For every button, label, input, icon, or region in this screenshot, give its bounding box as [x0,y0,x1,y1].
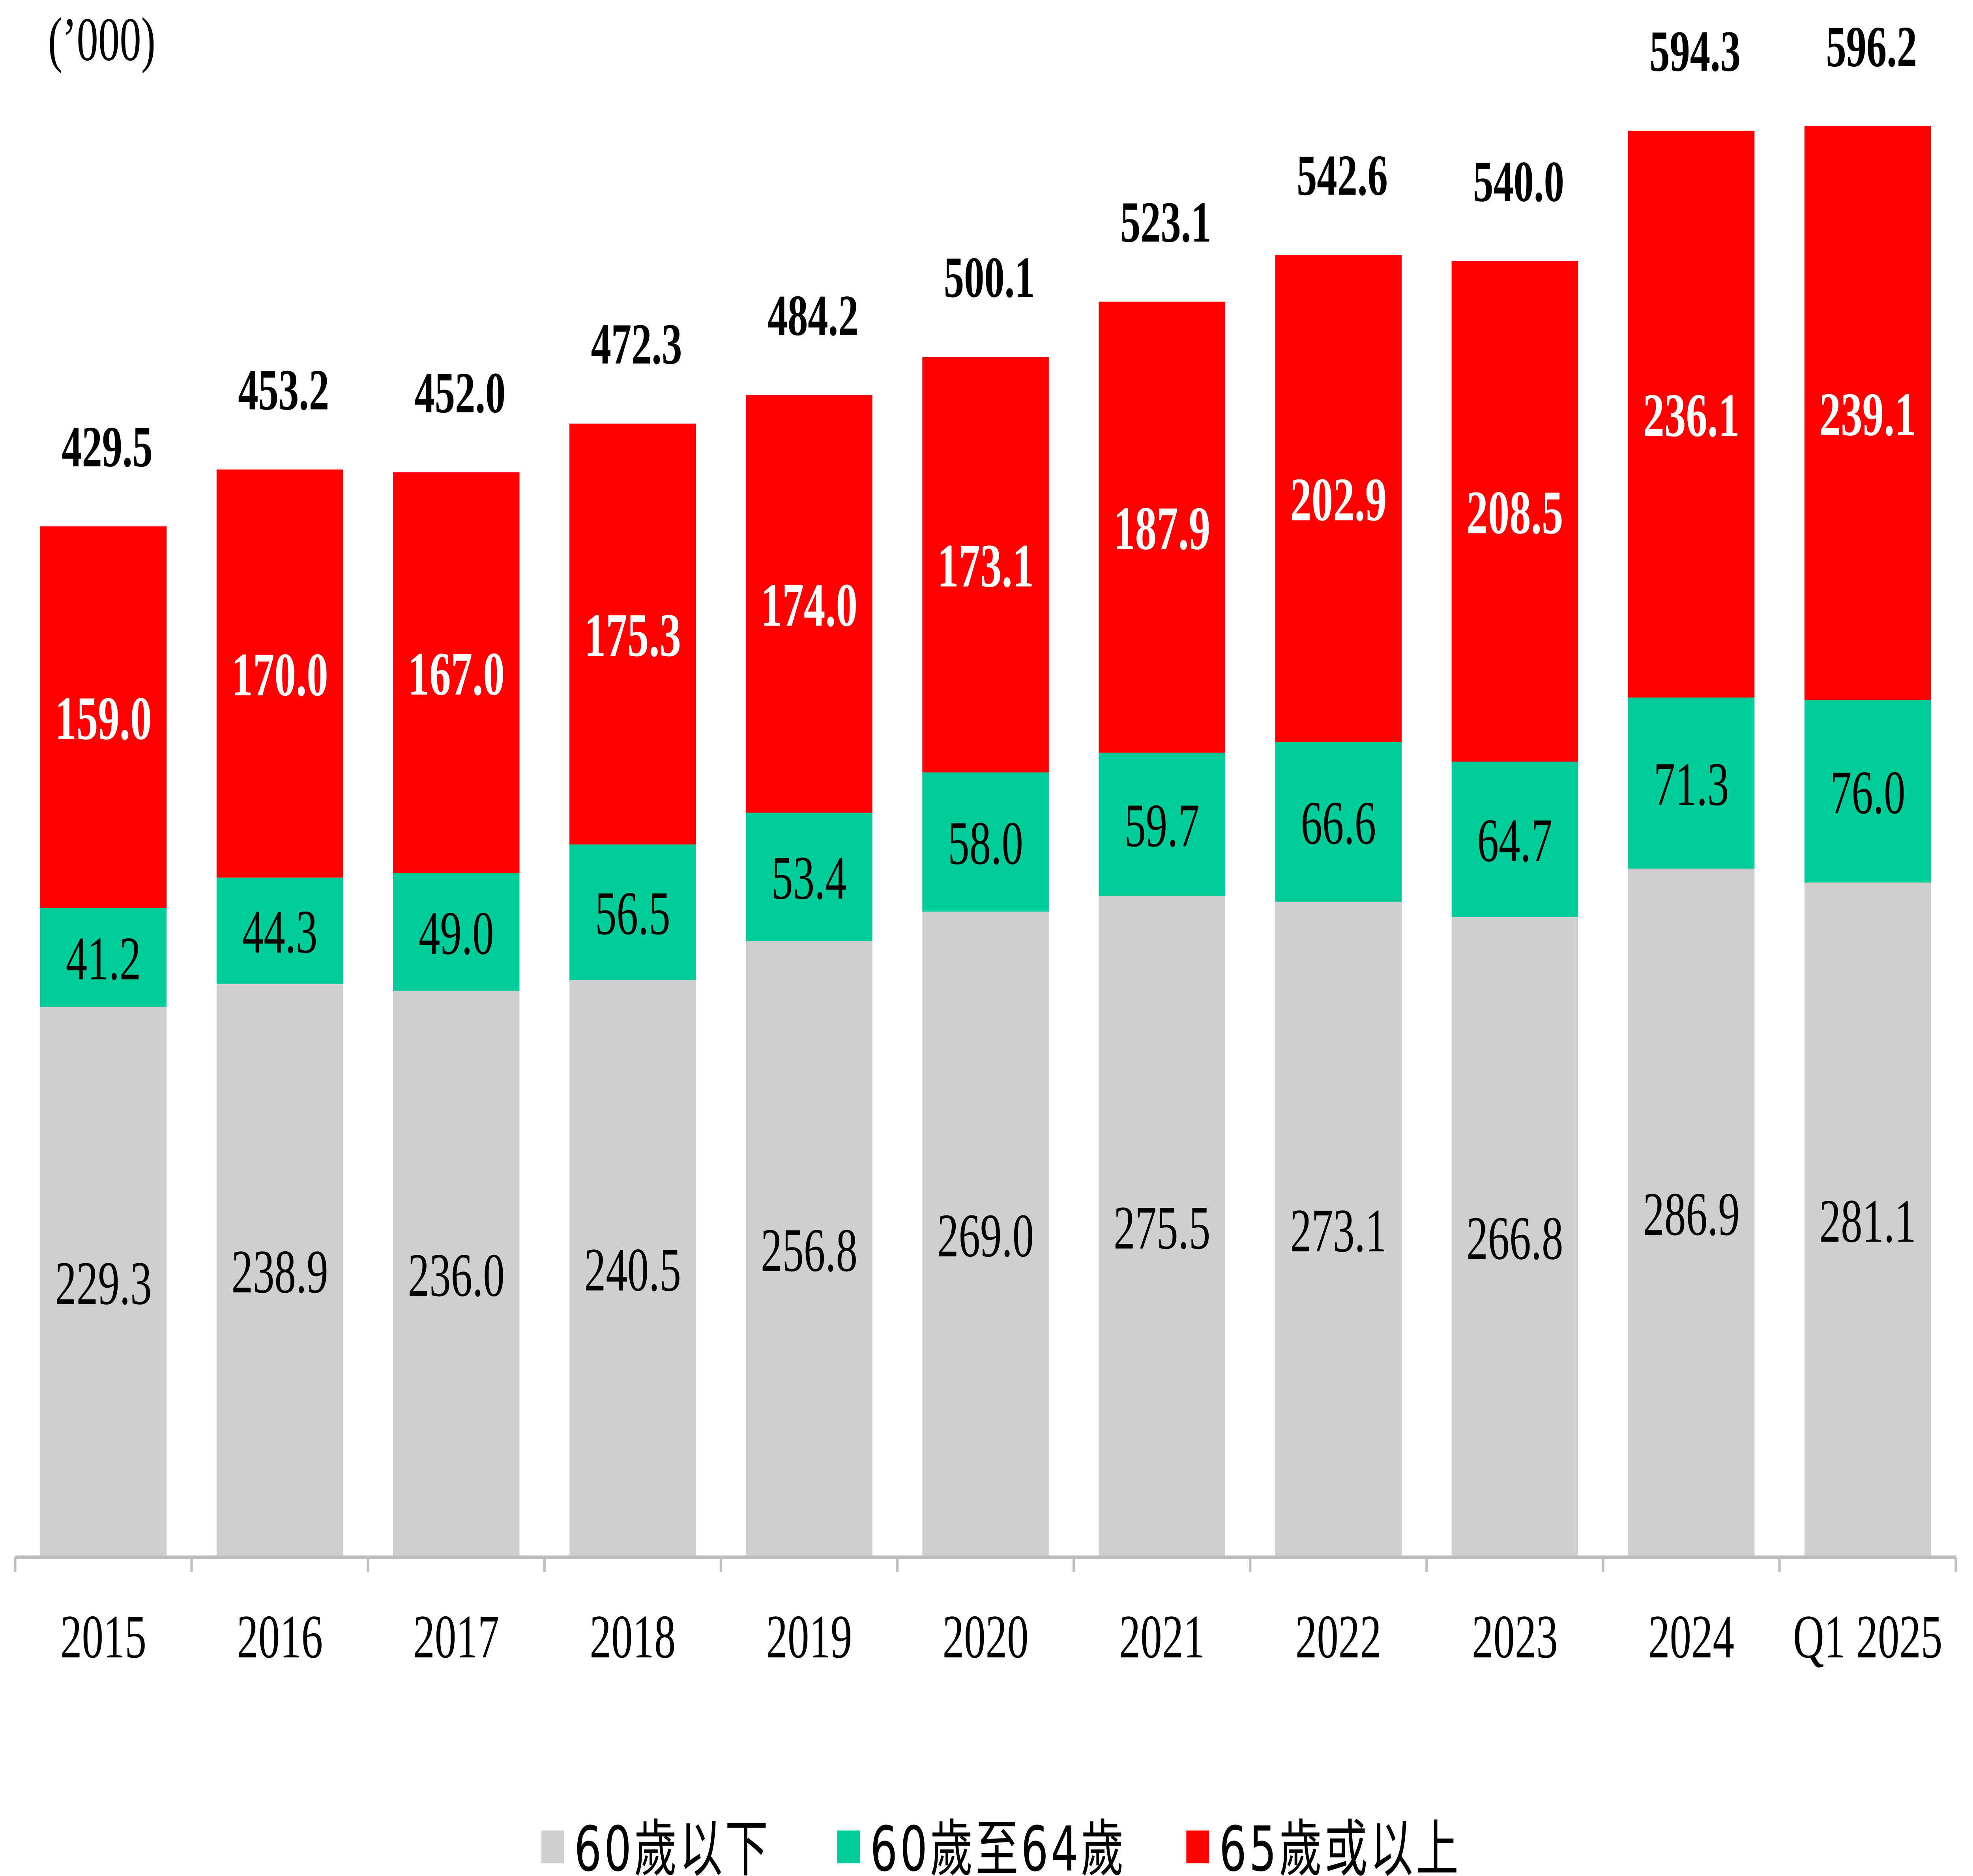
legend-swatch [541,1830,564,1863]
x-tick-label: 2016 [237,1603,323,1671]
x-tick-label: 2023 [1472,1603,1558,1671]
data-label: 240.5 [584,1236,681,1304]
data-label: 202.9 [1290,466,1387,534]
bar-segment [746,813,872,941]
data-label: 286.9 [1643,1180,1739,1249]
bar-segment [1275,902,1402,1558]
bar-segment [216,984,343,1558]
bar-segment [216,469,343,878]
bar-segment [1628,697,1755,869]
bar-segment [569,844,696,980]
data-label: 41.2 [66,925,141,993]
data-label: 58.0 [948,809,1023,878]
data-label: 159.0 [55,685,152,753]
x-tick-label: 2024 [1648,1603,1734,1671]
bar-segment [922,357,1049,773]
data-label: 236.0 [408,1241,505,1310]
bar-segment [40,526,167,908]
bar-segment [393,873,520,991]
data-label: 281.1 [1820,1187,1916,1256]
data-label: 59.7 [1124,792,1200,860]
bar-segment [1275,742,1402,902]
bar-segment [40,1007,167,1558]
data-label: 273.1 [1290,1197,1387,1265]
data-label: 66.6 [1301,789,1376,857]
bar-segment [393,472,520,873]
bar-segment [216,877,343,984]
x-tick-label: 2017 [413,1603,499,1671]
total-label: 542.6 [1297,143,1388,208]
data-label: 187.9 [1114,494,1210,563]
x-tick-label: 2021 [1119,1603,1205,1671]
x-tick-label: 2022 [1295,1603,1381,1671]
x-tick-label: 2019 [766,1603,852,1671]
bar-segment [1628,131,1755,698]
data-label: 239.1 [1820,380,1916,449]
data-label: 266.8 [1466,1204,1563,1273]
data-label: 167.0 [408,640,505,708]
bar-segment [1451,761,1578,917]
data-label: 170.0 [232,641,328,709]
bar-segment [40,908,167,1007]
data-label: 56.5 [595,880,670,948]
data-label: 175.3 [584,601,681,670]
total-label: 452.0 [415,360,506,425]
legend-label: 65歲或以上 [1219,1813,1461,1876]
bar-segment [922,772,1049,912]
total-label: 594.3 [1649,19,1741,84]
bar-segment [1099,301,1225,753]
data-label: 71.3 [1654,751,1729,819]
unit-label: (’000) [48,6,155,74]
bar-segment [1099,896,1225,1558]
data-label: 236.1 [1643,382,1739,450]
total-label: 540.0 [1473,149,1564,214]
legend-label: 60歲至64歲 [870,1813,1126,1876]
data-label: 229.3 [55,1249,152,1318]
bar-segment [1804,700,1931,883]
bar-segment [922,912,1049,1558]
data-label: 49.0 [419,899,494,968]
total-label: 500.1 [944,245,1035,310]
data-label: 64.7 [1477,807,1553,875]
data-label: 208.5 [1466,479,1563,547]
x-tick-label: 2020 [943,1603,1029,1671]
data-label: 256.8 [761,1216,857,1284]
legend-swatch [837,1830,860,1863]
legend-label: 60歲以下 [574,1813,771,1876]
data-label: 173.1 [937,532,1034,600]
data-label: 44.3 [242,898,318,966]
bar-segment [746,941,872,1558]
bar-segment [1451,261,1578,762]
total-label: 523.1 [1120,190,1211,255]
bar-segment [1275,255,1402,742]
bar-segment [1628,869,1755,1558]
total-label: 596.2 [1826,14,1917,79]
bar-segment [1804,882,1931,1558]
legend-swatch [1186,1830,1209,1863]
data-label: 76.0 [1830,759,1906,827]
data-label: 269.0 [937,1202,1034,1270]
x-tick-label: 2015 [60,1603,146,1671]
total-label: 472.3 [591,312,682,376]
data-label: 275.5 [1114,1194,1210,1262]
x-tick-label: 2018 [590,1603,676,1671]
x-tick-label: Q1 2025 [1793,1603,1942,1671]
data-label: 53.4 [771,844,847,912]
bar-segment [569,980,696,1558]
bar-segment [1099,753,1225,896]
bar-segment [393,990,520,1558]
data-label: 174.0 [761,571,857,640]
total-label: 429.5 [62,414,153,479]
data-label: 238.9 [232,1238,328,1306]
bar-segment [746,395,872,813]
bar-segment [569,423,696,844]
bar-segment [1451,917,1578,1558]
bar-segment [1804,126,1931,700]
total-label: 484.2 [767,283,859,348]
total-label: 453.2 [238,358,329,422]
